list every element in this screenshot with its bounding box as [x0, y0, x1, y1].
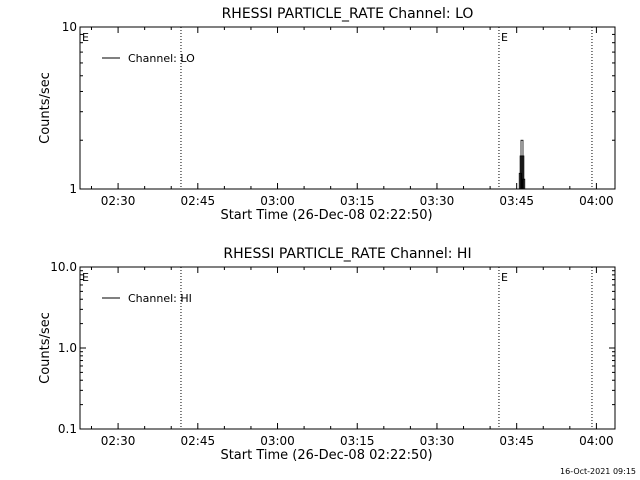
hi-y-axis-label: Counts/sec — [38, 312, 53, 384]
hi-x-tick-label: 03:30 — [420, 434, 455, 448]
hi-x-tick-label: 03:15 — [340, 434, 375, 448]
hi-x-tick-label: 02:30 — [101, 434, 136, 448]
lo-event-label: E — [501, 31, 508, 44]
lo-x-tick-label: 04:00 — [579, 194, 614, 208]
hi-x-tick-label: 03:00 — [260, 434, 295, 448]
lo-y-tick-label: 1 — [69, 182, 77, 196]
hi-chart-title: RHESSI PARTICLE_RATE Channel: HI — [223, 246, 471, 262]
hi-x-tick-label: 03:45 — [499, 434, 534, 448]
lo-x-tick-label: 02:30 — [101, 194, 136, 208]
hi-x-tick-label: 02:45 — [181, 434, 216, 448]
lo-x-tick-label: 02:45 — [181, 194, 216, 208]
lo-x-axis-label: Start Time (26-Dec-08 02:22:50) — [220, 208, 432, 223]
hi-event-label: E — [501, 271, 508, 284]
hi-y-tick-label: 0.1 — [58, 422, 77, 436]
hi-legend-label: Channel: HI — [128, 292, 192, 305]
lo-plot-frame — [79, 26, 616, 190]
lo-x-tick-label: 03:00 — [260, 194, 295, 208]
lo-y-tick-label: 10 — [62, 20, 77, 34]
lo-chart-title: RHESSI PARTICLE_RATE Channel: LO — [222, 6, 474, 22]
hi-x-axis-label: Start Time (26-Dec-08 02:22:50) — [220, 448, 432, 463]
hi-y-tick-label: 1.0 — [58, 341, 77, 355]
generation-timestamp: 16-Oct-2021 09:15 — [560, 467, 636, 476]
lo-channel-panel: RHESSI PARTICLE_RATE Channel: LO 1 10 02:30… — [38, 6, 616, 223]
lo-y-axis-label: Counts/sec — [38, 72, 53, 144]
lo-legend-label: Channel: LO — [128, 52, 195, 65]
lo-x-tick-label: 03:15 — [340, 194, 375, 208]
hi-channel-panel: RHESSI PARTICLE_RATE Channel: HI 0.1 1.0 10… — [38, 246, 616, 463]
lo-x-tick-label: 03:30 — [420, 194, 455, 208]
hi-edge-event-label: E — [82, 271, 89, 284]
lo-data-bar — [522, 178, 526, 190]
lo-x-tick-label: 03:45 — [499, 194, 534, 208]
hi-y-tick-label: 10.0 — [50, 260, 77, 274]
hi-x-tick-label: 04:00 — [579, 434, 614, 448]
lo-edge-event-label: E — [82, 31, 89, 44]
